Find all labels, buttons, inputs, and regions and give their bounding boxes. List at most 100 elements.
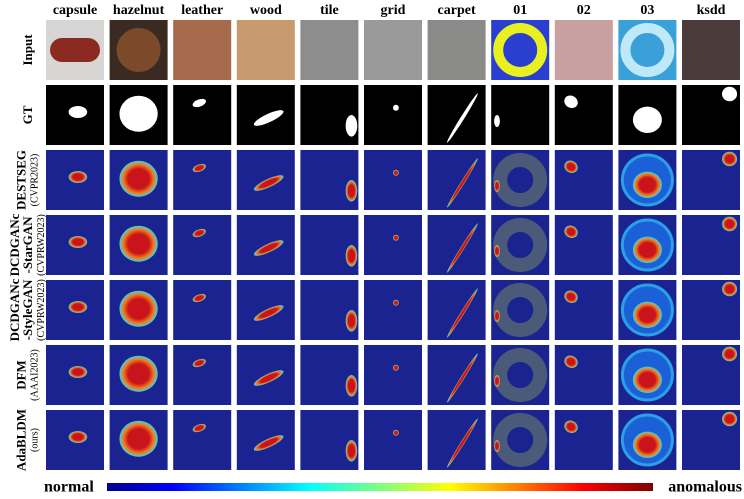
image-cell: [682, 410, 740, 470]
image-cell: [682, 20, 740, 80]
input-image: [427, 20, 486, 80]
heatmap: [554, 280, 613, 340]
image-cell: [364, 410, 422, 470]
anomaly: [494, 180, 500, 192]
anomaly: [393, 299, 399, 306]
image-cell: [300, 280, 359, 340]
colorbar: [107, 483, 653, 491]
anomaly: [446, 223, 478, 273]
heatmap: [427, 280, 486, 340]
heatmap: [554, 410, 613, 470]
input-image: [236, 20, 295, 80]
heatmap: [364, 215, 422, 275]
image-cell: [364, 215, 422, 275]
image-cell: [46, 280, 104, 340]
image-cell: [491, 20, 550, 80]
anomaly: [564, 290, 578, 304]
gt-defect: [192, 98, 206, 108]
image-cell: [554, 150, 613, 210]
nut: [116, 28, 161, 72]
input-image: [173, 20, 232, 80]
anomaly: [68, 301, 88, 313]
anomaly: [446, 353, 478, 403]
image-cell: [682, 345, 740, 405]
gt-defect: [494, 115, 500, 127]
column-header: 01: [513, 3, 527, 18]
anomaly: [564, 420, 578, 434]
image-cell: [491, 345, 550, 405]
gt-mask: [554, 85, 613, 145]
anomaly: [253, 240, 284, 256]
ring: [620, 23, 675, 77]
image-cell: [618, 410, 677, 470]
anomaly: [192, 163, 206, 173]
anomaly: [446, 418, 478, 468]
image-cell: [173, 345, 232, 405]
anomaly: [345, 245, 358, 267]
capsule-shape: [50, 38, 100, 62]
image-cell: [236, 20, 295, 80]
image-cell: [682, 215, 740, 275]
row-label: AdaBLDM: [14, 409, 29, 471]
column-header: 02: [577, 3, 591, 18]
heatmap: [364, 410, 422, 470]
anomaly: [68, 236, 88, 248]
anomaly: [722, 411, 738, 427]
column-header: capsule: [53, 3, 97, 18]
image-cell: [300, 215, 359, 275]
anomaly: [494, 375, 500, 387]
row-label: -StyleGAN: [20, 279, 35, 340]
image-cell: [236, 345, 295, 405]
row-venue: (ours): [30, 428, 41, 452]
image-cell: [618, 215, 677, 275]
ring: [493, 413, 548, 467]
image-cell: [491, 85, 550, 145]
image-cell: [46, 150, 104, 210]
column-header: wood: [250, 3, 282, 18]
image-cell: [364, 345, 422, 405]
input-image: [554, 20, 613, 80]
anomaly: [564, 160, 578, 174]
ring: [493, 23, 548, 77]
colorbar-high: anomalous: [668, 479, 742, 496]
image-cell: [236, 150, 295, 210]
heatmap: [173, 280, 232, 340]
image-cell: [46, 20, 104, 80]
row-venue: (CVPRW2023): [36, 279, 47, 341]
image-cell: [236, 280, 295, 340]
row-label: DFM: [14, 360, 29, 390]
column-header: ksdd: [697, 3, 726, 18]
image-cell: [618, 85, 677, 145]
image-cell: [618, 20, 677, 80]
anomaly: [68, 431, 88, 443]
image-cell: [682, 280, 740, 340]
image-cell: [427, 20, 486, 80]
anomaly: [253, 175, 284, 191]
heatmap: [427, 345, 486, 405]
image-cell: [109, 20, 168, 80]
image-cell: [109, 345, 168, 405]
anomaly: [632, 366, 662, 393]
colorbar-low: normal: [44, 479, 94, 496]
image-cell: [46, 215, 104, 275]
image-cell: [109, 410, 168, 470]
anomaly: [722, 346, 738, 362]
anomaly: [253, 370, 284, 386]
heatmap: [427, 215, 486, 275]
anomaly: [345, 310, 358, 332]
image-cell: [427, 345, 486, 405]
gt-defect: [393, 104, 399, 111]
anomaly: [632, 431, 662, 458]
image-cell: [427, 410, 486, 470]
gt-mask: [173, 85, 232, 145]
image-cell: [491, 215, 550, 275]
image-cell: [682, 150, 740, 210]
image-cell: [491, 280, 550, 340]
row-venue: (CVPR2023): [30, 154, 41, 207]
image-cell: [300, 150, 359, 210]
image-cell: [364, 150, 422, 210]
heatmap: [364, 280, 422, 340]
heatmap: [554, 150, 613, 210]
image-cell: [109, 150, 168, 210]
heatmap: [427, 150, 486, 210]
